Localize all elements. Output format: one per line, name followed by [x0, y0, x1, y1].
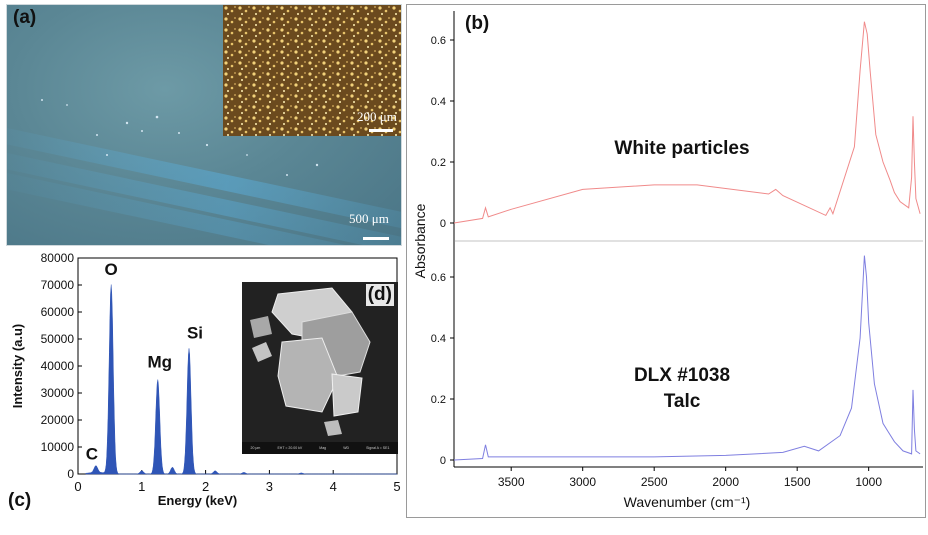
eds-peak-label: C — [86, 444, 98, 463]
panel-a-label: (a) — [13, 7, 37, 28]
eds-peak-label: Si — [187, 323, 203, 342]
particle-speckles — [41, 99, 319, 176]
eds-y-tick-label: 80000 — [41, 251, 75, 265]
eds-peak-label: O — [105, 260, 118, 279]
ftir-y-tick-label: 0.2 — [431, 157, 446, 169]
sem-particles — [242, 282, 398, 454]
eds-x-tick-label: 4 — [330, 479, 337, 494]
ftir-y-tick-label: 0.4 — [431, 96, 446, 108]
eds-x-tick-label: 5 — [393, 479, 400, 494]
eds-y-axis-title: Intensity (a.u) — [10, 324, 25, 409]
eds-spectrum-chart: 0 10000 20000 30000 40000 50000 60000 70000 8000… — [10, 251, 401, 508]
ftir-spectra-chart: 0 0.2 0.4 0.6 0 0.2 0.4 0.6 3500 3000 2500 2000 1500… — [412, 11, 923, 510]
ftir-trace2-label: DLX #1038 — [634, 365, 730, 386]
inset-gold-particles — [223, 5, 401, 136]
ftir-trace2-sublabel: Talc — [664, 391, 701, 412]
eds-y-tick-label: 20000 — [41, 413, 75, 427]
panel-b-label: (b) — [465, 13, 490, 34]
sem-footer-mag: Mag — [319, 446, 327, 450]
inset-scale-bar — [369, 129, 393, 132]
ftir-x-tick-label: 1000 — [855, 475, 882, 489]
ftir-y-axis-title: Absorbance — [412, 203, 428, 278]
ftir-y-tick-label: 0.6 — [431, 272, 446, 284]
sem-image: 20 μm EHT = 20.00 kV Mag WD Signal A = S… — [242, 282, 398, 454]
panel-b-ftir: 0 0.2 0.4 0.6 0 0.2 0.4 0.6 3500 3000 2500 2000 1500… — [406, 4, 926, 518]
ftir-y-tick-label: 0 — [440, 455, 446, 467]
eds-x-tick-label: 3 — [266, 479, 273, 494]
main-scale-label: 500 μm — [349, 211, 389, 226]
eds-y-tick-label: 40000 — [41, 359, 75, 373]
ftir-x-tick-label: 2500 — [641, 475, 668, 489]
eds-y-tick-label: 30000 — [41, 386, 75, 400]
sem-footer-wd: WD — [343, 446, 350, 450]
inset-micrograph: 200 μm — [223, 5, 401, 136]
eds-y-tick-label: 10000 — [41, 440, 75, 454]
eds-peak-label: Mg — [147, 353, 172, 372]
ftir-x-axis-title: Wavenumber (cm⁻¹) — [624, 494, 751, 510]
ftir-trace1-label: White particles — [614, 138, 749, 159]
main-scale-bar — [363, 237, 389, 240]
eds-x-axis-title: Energy (keV) — [158, 493, 237, 508]
ftir-series-line — [453, 21, 921, 224]
eds-y-tick-label: 50000 — [41, 332, 75, 346]
eds-y-tick-label: 70000 — [41, 278, 75, 292]
eds-y-tick-label: 60000 — [41, 305, 75, 319]
ftir-series-line — [453, 255, 921, 461]
inset-scale-label: 200 μm — [357, 109, 397, 124]
sem-footer-eht: EHT = 20.00 kV — [277, 446, 303, 450]
ftir-x-tick-label: 2000 — [712, 475, 739, 489]
ftir-x-tick-label: 3000 — [569, 475, 596, 489]
eds-x-tick-label: 2 — [202, 479, 209, 494]
eds-x-tick-label: 0 — [74, 479, 81, 494]
sem-footer-scale: 20 μm — [250, 446, 261, 450]
panel-c-label: (c) — [8, 490, 32, 511]
ftir-x-tick-label: 3500 — [498, 475, 525, 489]
ftir-x-tick-label: 1500 — [784, 475, 811, 489]
ftir-y-tick-label: 0.2 — [431, 394, 446, 406]
ftir-y-tick-label: 0.4 — [431, 333, 446, 345]
eds-y-tick-label: 0 — [67, 467, 74, 481]
panel-a-micrograph: 200 μm 500 μm (a) — [6, 4, 402, 246]
sem-footer-signal: Signal A = SE1 — [366, 446, 390, 450]
panel-d-label: (d) — [365, 284, 394, 306]
ftir-y-tick-label: 0.6 — [431, 35, 446, 47]
ftir-y-tick-label: 0 — [440, 218, 446, 230]
eds-spectrum-area — [85, 284, 397, 475]
eds-x-tick-label: 1 — [138, 479, 145, 494]
sem-footer: 20 μm EHT = 20.00 kV Mag WD Signal A = S… — [242, 442, 398, 454]
